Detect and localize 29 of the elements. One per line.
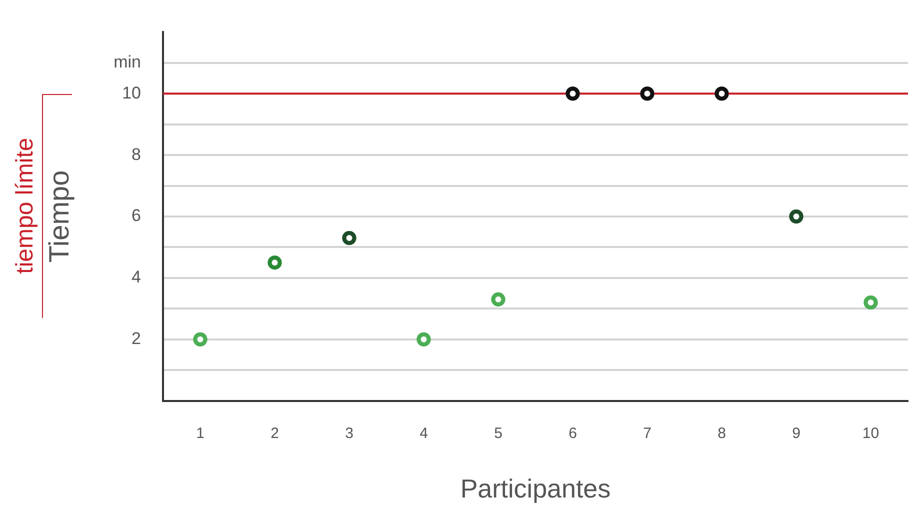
x-tick-label: 9 (792, 424, 800, 442)
point (268, 256, 282, 270)
x-tick-label: 3 (345, 424, 354, 442)
x-tick-label: 2 (270, 424, 279, 442)
point (566, 86, 580, 101)
y-tick-label: 8 (132, 144, 141, 164)
point (789, 210, 804, 224)
x-tick-label: 1 (196, 424, 204, 442)
point (416, 332, 431, 346)
x-tick-label: 6 (568, 424, 577, 442)
x-axis-title: Participantes (460, 474, 611, 504)
x-tick-label: 5 (494, 424, 502, 442)
point (491, 292, 506, 306)
point (342, 231, 356, 245)
x-tick-label: 4 (420, 424, 428, 442)
y-tick-label: 6 (132, 206, 141, 226)
y-axis-title: Tiempo (44, 170, 75, 263)
point (864, 296, 878, 310)
y-tick-label: min (114, 52, 141, 72)
point (193, 332, 208, 346)
y-tick-label: 4 (132, 268, 141, 287)
y-tick-label: 2 (132, 329, 141, 348)
x-tick-label: 8 (718, 424, 726, 442)
point (714, 86, 729, 101)
y-tick-label: 10 (122, 83, 141, 102)
point (640, 86, 654, 101)
x-tick-label: 10 (862, 424, 880, 442)
x-tick-label: 7 (643, 424, 652, 442)
ref-line-label: tiempo límite (12, 138, 39, 274)
